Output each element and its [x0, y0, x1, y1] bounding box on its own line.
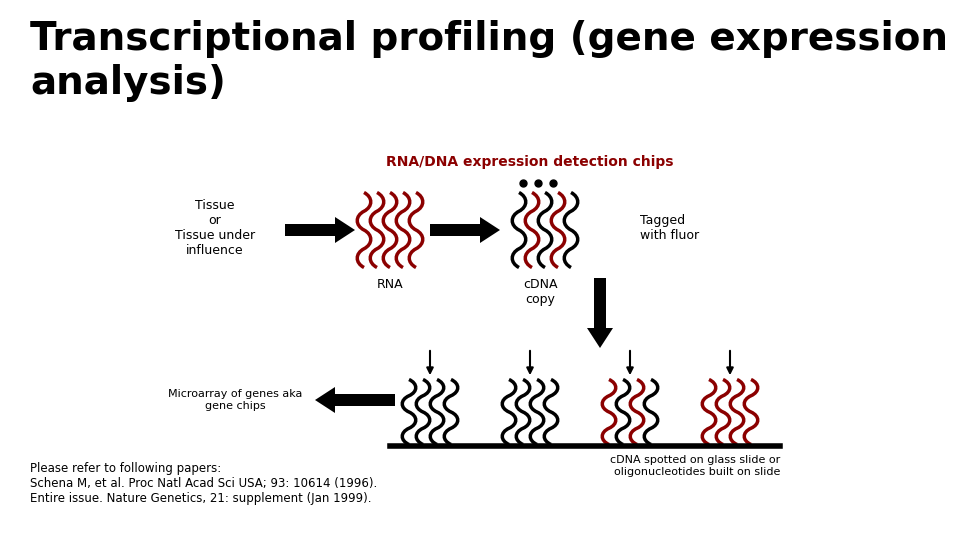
Text: cDNA
copy: cDNA copy — [523, 278, 557, 306]
PathPatch shape — [430, 217, 500, 243]
Text: cDNA spotted on glass slide or
oligonucleotides built on slide: cDNA spotted on glass slide or oligonucl… — [610, 455, 780, 477]
Text: Tissue
or
Tissue under
influence: Tissue or Tissue under influence — [175, 199, 255, 257]
Text: Microarray of genes aka
gene chips: Microarray of genes aka gene chips — [168, 389, 302, 411]
Text: RNA/DNA expression detection chips: RNA/DNA expression detection chips — [386, 155, 674, 169]
Text: Tagged
with fluor: Tagged with fluor — [640, 214, 699, 242]
PathPatch shape — [285, 217, 355, 243]
Text: RNA: RNA — [376, 278, 403, 291]
Text: Please refer to following papers:
Schena M, et al. Proc Natl Acad Sci USA; 93: 1: Please refer to following papers: Schena… — [30, 462, 377, 505]
Text: Transcriptional profiling (gene expression
analysis): Transcriptional profiling (gene expressi… — [30, 20, 948, 102]
PathPatch shape — [315, 387, 395, 413]
PathPatch shape — [587, 278, 613, 348]
